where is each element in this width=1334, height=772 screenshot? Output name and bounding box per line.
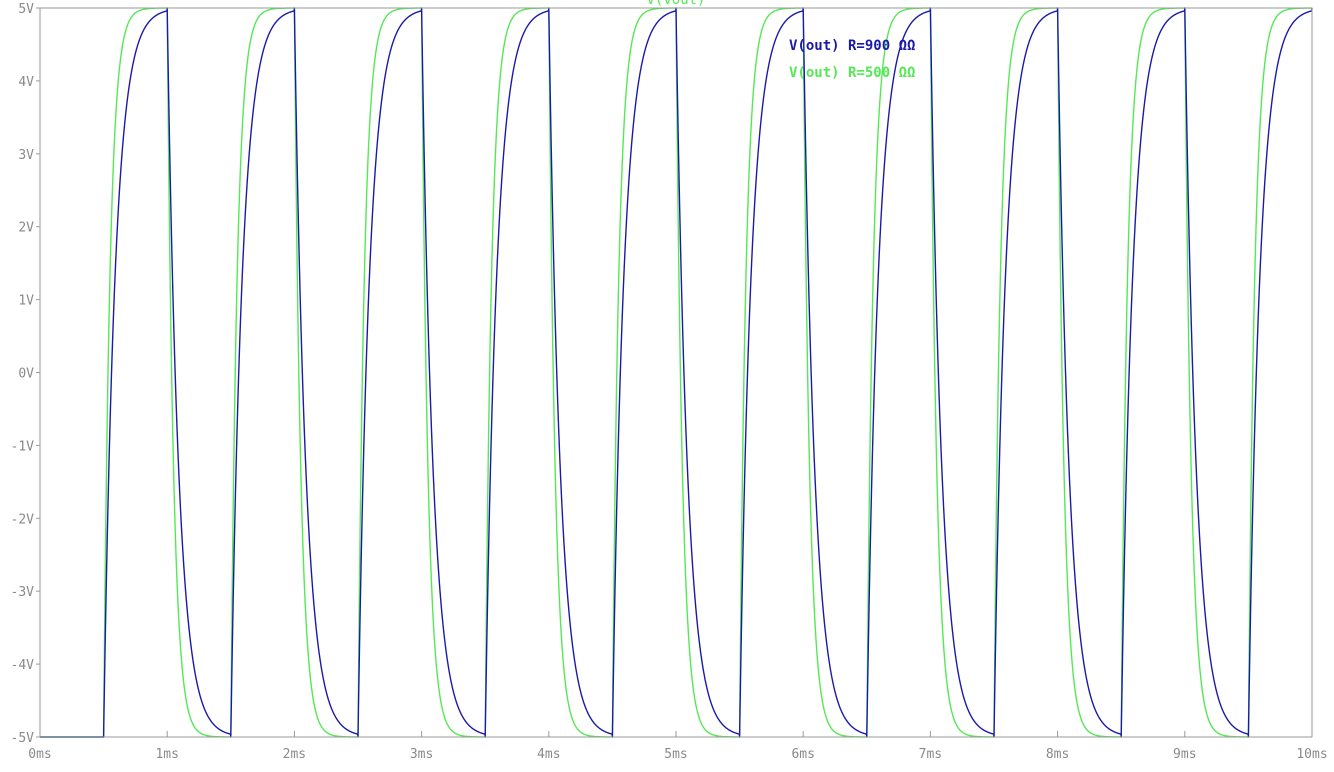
y-tick-label: 0V xyxy=(18,367,34,382)
x-tick-label: 1ms xyxy=(155,747,178,762)
x-tick-label: 4ms xyxy=(537,747,560,762)
y-tick-label: 5V xyxy=(18,2,34,17)
chart-title: V(vout) xyxy=(646,0,705,8)
y-tick-label: 2V xyxy=(18,221,34,236)
x-tick-label: 3ms xyxy=(410,747,433,762)
legend-entry-r500: V(out) R=500 ΩΩ xyxy=(789,65,915,81)
x-tick-label: 5ms xyxy=(664,747,687,762)
x-tick-label: 6ms xyxy=(791,747,814,762)
x-tick-label: 2ms xyxy=(283,747,306,762)
y-tick-label: -1V xyxy=(11,439,35,454)
y-tick-label: -4V xyxy=(11,658,35,673)
x-tick-label: 9ms xyxy=(1173,747,1196,762)
y-tick-label: -2V xyxy=(11,512,35,527)
y-tick-label: 1V xyxy=(18,294,34,309)
axis-layer: 0ms 1ms 2ms 3ms 4ms 5ms 6ms 7ms 8ms 9ms 10ms 5V 4V 3V… xyxy=(11,2,1328,762)
y-tick-label: 3V xyxy=(18,148,34,163)
x-tick-label: 10ms xyxy=(1296,747,1327,762)
x-tick-label: 8ms xyxy=(1046,747,1069,762)
y-tick-label: 4V xyxy=(18,75,34,90)
legend: V(out) R=900 ΩΩ V(out) R=500 ΩΩ xyxy=(789,38,915,81)
legend-entry-r900: V(out) R=900 ΩΩ xyxy=(789,38,915,54)
y-tick-label: -5V xyxy=(11,731,35,746)
x-tick-label: 7ms xyxy=(919,747,942,762)
y-tick-label: -3V xyxy=(11,585,35,600)
x-tick-label: 0ms xyxy=(28,747,51,762)
